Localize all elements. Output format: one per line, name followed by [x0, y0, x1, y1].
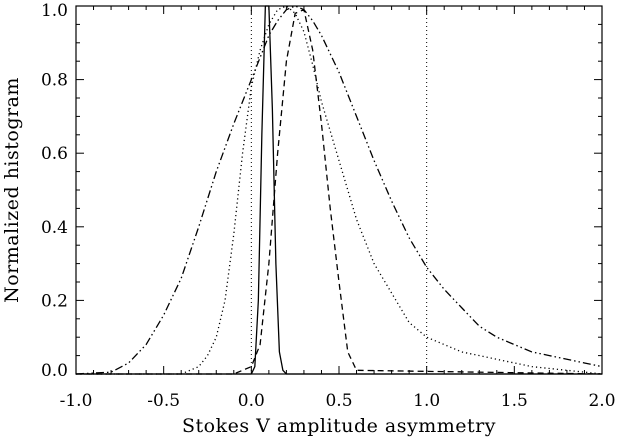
x-tick-label: -1.0	[60, 391, 93, 411]
y-axis-title: Normalized histogram	[1, 77, 23, 303]
y-tick-label: 0.4	[41, 218, 68, 238]
axis-ticks	[75, 5, 603, 375]
plot-frame	[75, 5, 603, 375]
x-tick-label: 0.0	[238, 391, 265, 411]
series-line-dotted	[76, 5, 603, 375]
series-line-solid	[76, 5, 602, 375]
series-line-dash-dot-dot	[75, 5, 603, 375]
y-tick-label: 0.2	[41, 291, 68, 311]
x-tick-label: 1.0	[413, 391, 440, 411]
x-tick-label: -0.5	[147, 391, 180, 411]
x-tick-label: 2.0	[588, 391, 615, 411]
series-line-dashed	[76, 9, 603, 375]
reference-lines	[250, 6, 428, 374]
x-tick-label: 0.5	[325, 391, 352, 411]
y-tick-label: 0.6	[41, 144, 68, 164]
y-tick-labels: 0.0 0.2 0.4 0.6 0.8 1.0	[41, 1, 68, 381]
y-tick-label: 0.0	[41, 361, 68, 381]
y-tick-label: 1.0	[41, 1, 68, 21]
y-tick-label: 0.8	[41, 71, 68, 91]
x-tick-label: 1.5	[501, 391, 528, 411]
series-layer	[75, 5, 603, 375]
x-tick-labels: -1.0 -0.5 0.0 0.5 1.0 1.5 2.0	[60, 391, 616, 411]
x-axis-title: Stokes V amplitude asymmetry	[182, 415, 496, 437]
